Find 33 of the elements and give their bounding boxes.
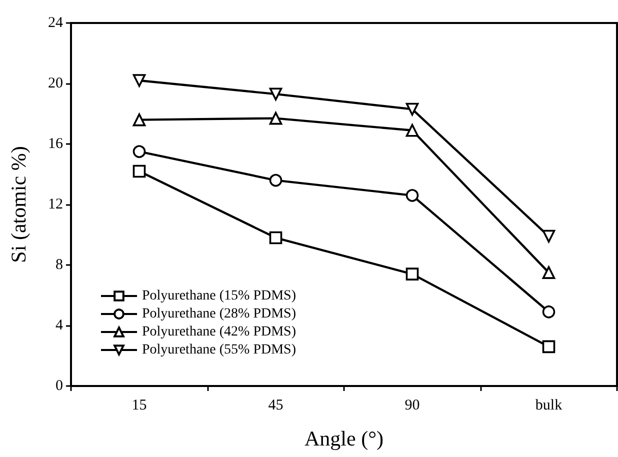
y-tick-label: 12 bbox=[48, 196, 63, 212]
y-tick-label: 8 bbox=[56, 257, 63, 273]
x-axis-title: Angle (°) bbox=[304, 426, 384, 450]
y-tick-label: 4 bbox=[56, 318, 64, 334]
point bbox=[406, 189, 419, 202]
point bbox=[132, 113, 146, 126]
y-tick-label: 24 bbox=[48, 15, 64, 31]
x-tick-label: 45 bbox=[268, 398, 284, 414]
point bbox=[269, 112, 282, 125]
legend-label: Polyurethane (42% PDMS) bbox=[142, 324, 296, 340]
y-axis-title: Si (atomic %) bbox=[6, 146, 30, 263]
point bbox=[269, 231, 282, 244]
legend-label: Polyurethane (55% PDMS) bbox=[142, 342, 296, 358]
point bbox=[132, 164, 146, 178]
point bbox=[132, 145, 146, 158]
x-tick-label: 15 bbox=[132, 398, 147, 414]
point bbox=[132, 74, 146, 87]
point bbox=[542, 305, 556, 318]
point bbox=[406, 124, 419, 137]
x-tick-label: 90 bbox=[404, 398, 420, 414]
x-tick-label: bulk bbox=[535, 398, 563, 414]
point bbox=[406, 102, 419, 116]
legend-label: Polyurethane (15% PDMS) bbox=[142, 288, 296, 304]
point bbox=[269, 88, 282, 100]
y-tick-label: 0 bbox=[56, 378, 63, 394]
legend-label: Polyurethane (28% PDMS) bbox=[142, 306, 296, 322]
y-tick-label: 20 bbox=[48, 76, 63, 92]
y-tick-label: 16 bbox=[48, 136, 64, 152]
point bbox=[269, 174, 282, 187]
point bbox=[542, 266, 556, 279]
point bbox=[542, 340, 556, 354]
point bbox=[542, 230, 556, 243]
point bbox=[406, 268, 419, 280]
